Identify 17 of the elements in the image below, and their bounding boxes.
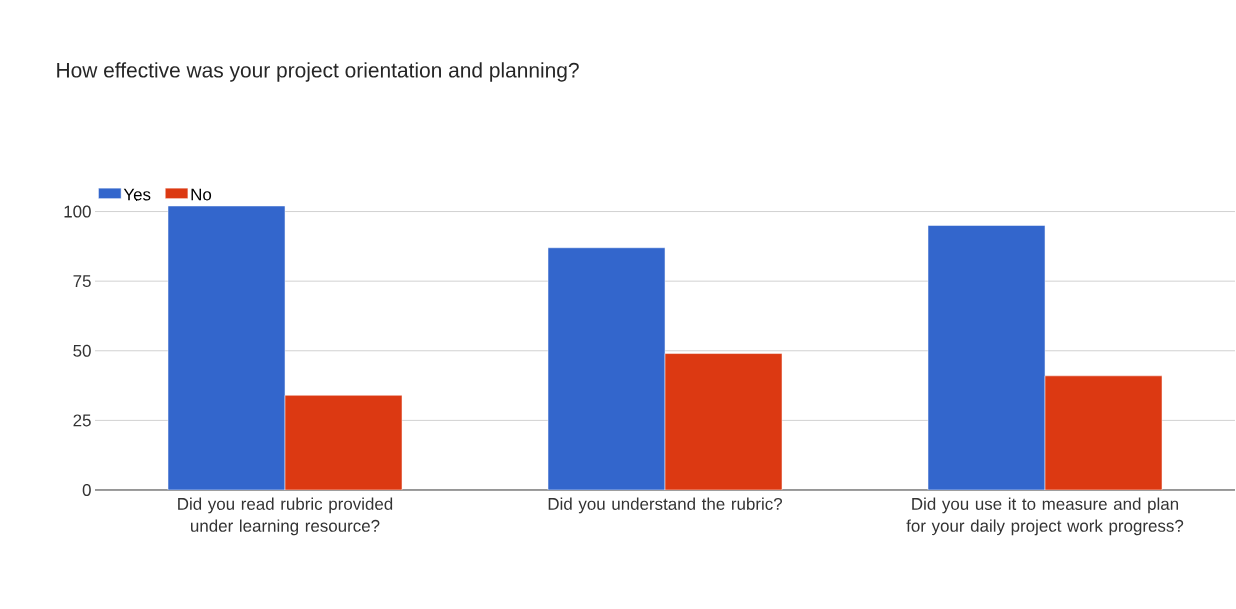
bar xyxy=(664,353,783,490)
bar xyxy=(1044,375,1163,490)
bar xyxy=(547,247,666,490)
bar xyxy=(284,395,403,490)
chart-title: How effective was your project orientation and planning? xyxy=(57,62,579,82)
y-tick-label: 0 xyxy=(82,483,91,496)
bar xyxy=(167,205,286,490)
y-tick-label: 25 xyxy=(73,414,91,427)
x-tick-label: Did you use it to measure and plan for your daily project work progress? xyxy=(906,497,1184,536)
x-tick-label: Did you understand the rubric? xyxy=(548,497,783,514)
legend-label: No xyxy=(191,188,212,201)
bar xyxy=(927,225,1046,490)
y-tick-label: 75 xyxy=(73,275,91,288)
x-tick-label: Did you read rubric provided under learning resource? xyxy=(178,497,393,536)
y-tick-label: 50 xyxy=(73,344,91,357)
y-tick-label: 100 xyxy=(64,205,91,218)
legend-label: Yes xyxy=(123,188,151,201)
